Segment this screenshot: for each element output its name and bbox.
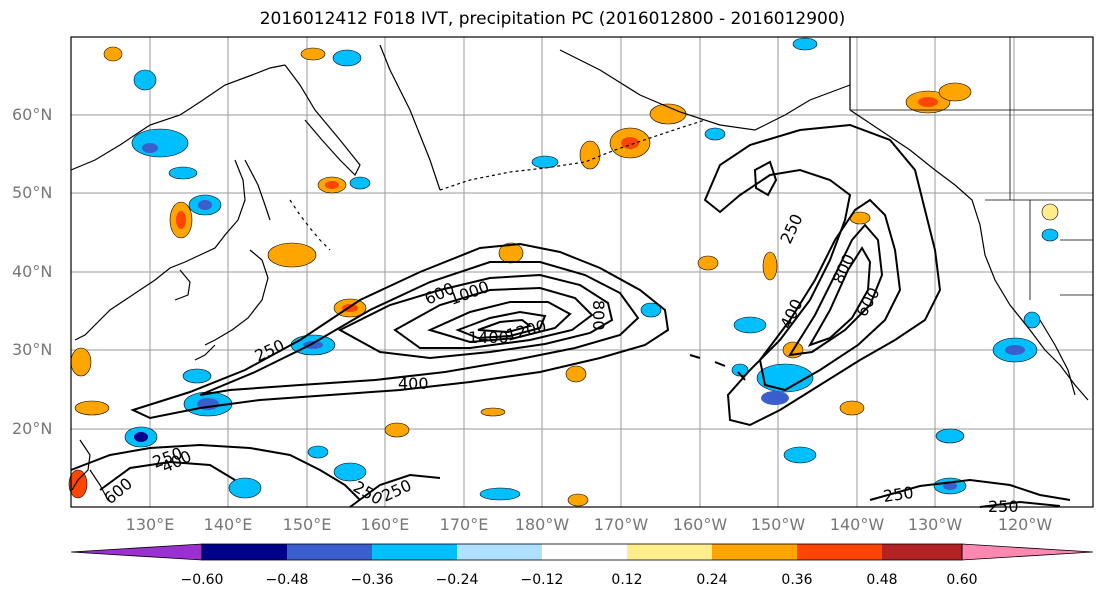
cb-tick-9: 0.48 bbox=[866, 572, 898, 588]
contour-label-250f: 250 bbox=[882, 483, 915, 506]
map-frame bbox=[70, 36, 1094, 508]
cb-tick-7: 0.24 bbox=[696, 572, 728, 588]
lon-label-130w: 130°W bbox=[907, 515, 963, 534]
contour-label-250e: 250 bbox=[379, 475, 415, 505]
cb-bin-4 bbox=[457, 544, 542, 560]
lon-label-150w: 150°W bbox=[750, 515, 806, 534]
lat-label-30: 30°N bbox=[12, 340, 53, 359]
lon-label-120w: 120°W bbox=[997, 515, 1053, 534]
ivt-contours bbox=[70, 123, 1071, 508]
map-title: 2016012412 F018 IVT, precipitation PC (2… bbox=[259, 9, 846, 29]
contour-label-400: 400 bbox=[398, 374, 429, 393]
cb-bin-8 bbox=[797, 544, 882, 560]
graticule bbox=[71, 37, 1093, 507]
lon-label-170e: 170°E bbox=[439, 515, 489, 534]
cb-bin-2 bbox=[287, 544, 372, 560]
cb-bin-1 bbox=[202, 544, 287, 560]
cb-bin-9 bbox=[882, 544, 962, 560]
lat-label-50: 50°N bbox=[12, 183, 53, 202]
lon-label-170w: 170°W bbox=[593, 515, 649, 534]
cb-tick-6: 0.12 bbox=[611, 572, 643, 588]
cb-bin-5 bbox=[542, 544, 627, 560]
cb-bin-3 bbox=[372, 544, 457, 560]
contour-label-250b: 250 bbox=[776, 211, 806, 247]
contour-label-600c: 600 bbox=[100, 474, 136, 508]
lon-label-140w: 140°W bbox=[829, 515, 885, 534]
cb-over-triangle bbox=[961, 543, 1094, 561]
precip-shading bbox=[68, 37, 1059, 507]
cb-under-triangle bbox=[70, 543, 203, 561]
cb-tick-1: −0.60 bbox=[180, 572, 224, 588]
cb-tick-3: −0.36 bbox=[350, 572, 394, 588]
contour-label-1000: 1000 bbox=[447, 277, 492, 309]
contour-label-1400: 1400 bbox=[468, 328, 509, 347]
cb-tick-2: −0.48 bbox=[265, 572, 309, 588]
lon-label-180w: 180°W bbox=[514, 515, 570, 534]
cb-tick-5: −0.12 bbox=[520, 572, 564, 588]
cb-bin-6 bbox=[627, 544, 712, 560]
cb-tick-10: 0.60 bbox=[946, 572, 978, 588]
cb-tick-8: 0.36 bbox=[781, 572, 813, 588]
lon-label-140e: 140°E bbox=[203, 515, 253, 534]
contour-label-800a: 800 bbox=[589, 300, 608, 331]
lon-label-130e: 130°E bbox=[125, 515, 175, 534]
coastlines bbox=[70, 37, 1093, 501]
lon-label-160w: 160°W bbox=[672, 515, 728, 534]
contour-label-800b: 800 bbox=[828, 251, 858, 287]
lat-label-20: 20°N bbox=[12, 419, 53, 438]
colorbar bbox=[70, 543, 1094, 561]
contour-label-250: 250 bbox=[252, 335, 288, 365]
lat-label-60: 60°N bbox=[12, 105, 53, 124]
lat-label-40: 40°N bbox=[12, 262, 53, 281]
lon-label-150e: 150°E bbox=[282, 515, 332, 534]
cb-bin-7 bbox=[712, 544, 797, 560]
cb-tick-4: −0.24 bbox=[435, 572, 479, 588]
lon-label-160e: 160°E bbox=[360, 515, 410, 534]
